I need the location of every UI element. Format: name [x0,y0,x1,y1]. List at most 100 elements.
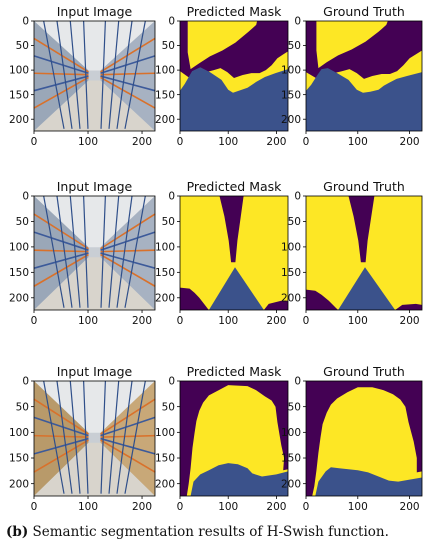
photo-upright [124,20,146,129]
y-tick-label: 100 [155,65,175,77]
x-tick-label: 200 [400,136,420,148]
x-tick-label: 100 [218,136,238,148]
caption-label: (b) [6,524,29,540]
photo-upright [108,380,120,494]
photo-upright [56,195,73,308]
x-tick-label: 0 [31,315,38,327]
y-tick-label: 50 [288,40,301,52]
y-tick-label: 200 [281,292,301,304]
photo-shelf-beam [100,439,156,473]
mask-background-region [348,196,375,263]
x-tick-label: 100 [78,136,98,148]
photo-shelf-beam [100,253,156,287]
photo-upright [83,380,89,494]
axes-frame [33,195,156,311]
mask-background-region [306,289,339,310]
axes-frame [179,20,289,132]
y-tick-label: 200 [9,478,29,490]
y-tick-label: 0 [294,376,301,388]
x-tick-label: 200 [266,315,286,327]
y-tick-label: 50 [162,401,175,413]
photo-left-rack [34,381,89,496]
y-tick-label: 200 [281,114,301,126]
caption-text: Semantic segmentation results of H-Swish… [32,524,389,540]
photo-upright [56,380,73,494]
photo-floor [34,80,155,131]
y-tick-label: 100 [155,241,175,253]
x-tick-label: 0 [177,136,184,148]
photo-shelf-beam [33,439,89,473]
x-tick-label: 200 [266,501,286,513]
y-tick-label: 50 [16,216,29,228]
photo-upright [108,195,120,308]
photo-shelf-beam [33,252,89,269]
photo-shelf-beam [100,434,156,438]
y-tick-label: 0 [294,191,301,203]
panel-title: Predicted Mask [187,364,283,379]
x-tick-label: 100 [218,501,238,513]
panel-title: Input Image [57,4,133,19]
y-tick-label: 150 [9,89,29,101]
mask-floor-region [190,463,288,496]
y-tick-label: 150 [281,453,301,465]
photo-shelf-beam [33,76,89,109]
y-tick-label: 0 [168,191,175,203]
mask-background-region [180,21,288,78]
photo-shelf-beam [33,249,89,253]
mask-background-region [180,381,288,496]
photo-floor [34,257,155,310]
photo-upright [83,195,89,308]
x-tick-label: 100 [78,315,98,327]
y-tick-label: 0 [294,16,301,28]
x-tick-label: 100 [218,315,238,327]
photo-shelf-beam [100,437,156,455]
axes-frame [179,195,289,311]
photo-right-rack [100,196,155,310]
axes-frame [305,380,423,497]
y-tick-label: 100 [155,427,175,439]
axes-frame [305,195,423,311]
y-tick-label: 0 [22,376,29,388]
photo-upright [116,380,133,494]
photo-upright [83,20,89,129]
photo-ceiling [34,196,155,248]
photo-shelf-beam [33,55,89,75]
y-tick-label: 150 [155,89,175,101]
mask-floor-region [208,267,264,310]
y-tick-label: 50 [16,40,29,52]
photo-right-rack [100,381,155,496]
x-tick-label: 200 [132,315,152,327]
y-tick-label: 150 [155,453,175,465]
photo-upright [43,20,65,129]
axes-frame [33,380,156,497]
y-tick-label: 0 [22,191,29,203]
y-tick-label: 50 [288,401,301,413]
photo-upright [69,20,81,129]
y-tick-label: 200 [9,114,29,126]
photo-shelf-beam [100,416,156,437]
photo-upright [69,380,81,494]
y-tick-label: 150 [281,89,301,101]
photo-upright [100,380,106,494]
y-tick-label: 0 [168,16,175,28]
y-tick-label: 100 [9,65,29,77]
axes-frame [33,20,156,132]
photo-upright [43,195,65,308]
photo-shelf-beam [33,437,89,455]
photo-shelf-beam [100,72,156,76]
photo-shelf-beam [100,75,156,92]
photo-shelf-beam [33,253,89,287]
y-tick-label: 200 [9,292,29,304]
photo-upright [108,20,120,129]
x-tick-label: 100 [348,315,368,327]
x-tick-label: 200 [400,315,420,327]
x-tick-label: 0 [177,501,184,513]
photo-shelf-beam [33,416,89,437]
x-tick-label: 0 [177,315,184,327]
photo-upright [43,380,65,494]
